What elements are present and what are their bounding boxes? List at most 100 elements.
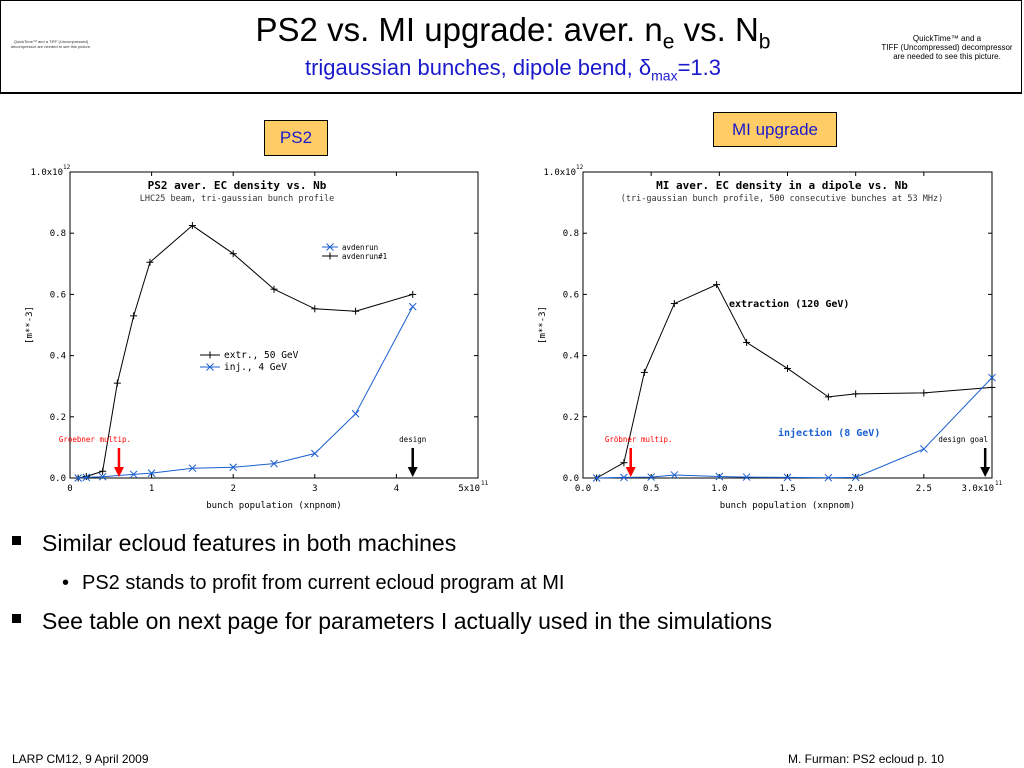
series-line-black	[596, 283, 993, 479]
series-line-black	[78, 224, 413, 479]
design-arrow-head	[407, 467, 418, 477]
cross-marker	[351, 409, 360, 418]
series-label: extraction (120 GeV)	[729, 298, 849, 310]
chart-title: MI aver. EC density in a dipole vs. Nb	[656, 179, 908, 192]
x-tick-label: 2	[230, 484, 235, 494]
legend-label: inj., 4 GeV	[224, 362, 287, 373]
y-axis-label: [m**-3]	[538, 306, 548, 344]
cross-marker	[851, 473, 860, 482]
plus-marker	[270, 285, 278, 293]
plus-marker	[82, 472, 90, 480]
y-tick-label: 0.4	[50, 352, 66, 362]
y-tick-label: 0.2	[50, 413, 66, 423]
plus-marker	[229, 250, 237, 258]
plus-marker	[311, 305, 319, 313]
y-tick-exponent: 12	[63, 164, 71, 171]
cross-marker	[147, 469, 156, 477]
cross-marker	[188, 464, 197, 473]
y-tick-label: 0.0	[563, 474, 579, 484]
y-axis-label: [m**-3]	[25, 306, 35, 344]
slide-title: PS2 vs. MI upgrade: aver. ne vs. Nb	[255, 11, 771, 54]
bullet-item: See table on next page for parameters I …	[12, 608, 772, 635]
legend-label: extr., 50 GeV	[224, 350, 299, 361]
series-label: injection (8 GeV)	[778, 427, 880, 439]
x-tick-label: 5x10	[458, 484, 480, 494]
y-tick-exponent: 12	[576, 164, 584, 171]
y-tick-label: 0.8	[50, 229, 66, 239]
design-arrow-head	[980, 467, 991, 477]
mi-upgrade-label: MI upgrade	[713, 112, 837, 147]
cross-marker	[988, 373, 996, 382]
cross-marker	[919, 445, 928, 453]
cross-marker	[647, 473, 656, 481]
cross-marker	[620, 473, 628, 482]
plus-marker	[188, 222, 196, 230]
cross-marker	[310, 449, 319, 458]
footer-right: M. Furman: PS2 ecloud p. 10	[788, 752, 945, 766]
plus-marker	[113, 379, 121, 387]
x-tick-label: 2.5	[916, 484, 932, 494]
plus-marker	[784, 364, 791, 372]
series-line-blue	[78, 306, 414, 479]
x-tick-label: 0	[67, 484, 72, 494]
legend-label: avdenrun#1	[342, 252, 387, 261]
cross-marker	[742, 473, 751, 481]
plus-marker	[99, 467, 107, 475]
cross-marker	[98, 472, 107, 481]
chart-subtitle: LHC25 beam, tri-gaussian bunch profile	[140, 194, 334, 204]
x-axis-label: bunch population (xnpnom)	[720, 501, 855, 511]
plot-frame	[69, 171, 479, 479]
x-tick-label: 3.0x10	[961, 484, 994, 494]
sub-bullet-item: • PS2 stands to profit from current eclo…	[62, 572, 565, 594]
plus-marker	[670, 300, 678, 308]
x-tick-label: 3	[312, 484, 317, 494]
ps2-label: PS2	[264, 120, 328, 156]
annotation-label: Groebner multip.	[59, 435, 131, 444]
y-tick-label: 0.2	[563, 413, 579, 423]
slide-header: QuickTime™ and a TIFF (Uncompressed) dec…	[0, 0, 1022, 94]
plus-marker	[640, 368, 648, 376]
ps2-chart: 0 1 2 3 4 5x10110.00.20.40.60.81.0x1012bunch …	[25, 164, 489, 511]
plus-marker	[206, 351, 214, 359]
cross-marker	[408, 302, 417, 311]
cross-marker	[74, 474, 83, 482]
plus-marker	[852, 390, 860, 398]
plus-marker	[988, 383, 996, 391]
cross-marker	[824, 473, 833, 482]
x-tick-label: 0.0	[575, 484, 591, 494]
plus-marker	[920, 389, 928, 397]
x-tick-label: 1.0	[711, 484, 727, 494]
cross-marker	[229, 463, 238, 472]
cross-marker	[270, 459, 278, 468]
chart-title: PS2 aver. EC density vs. Nb	[148, 179, 327, 192]
multipacting-arrow-head	[625, 467, 636, 477]
x-tick-label: 1.5	[779, 484, 795, 494]
cross-marker	[592, 474, 601, 482]
cross-marker	[715, 472, 724, 481]
x-tick-label: 4	[394, 484, 399, 494]
y-tick-label: 1.0x10	[543, 168, 576, 178]
square-bullet-icon	[12, 614, 21, 623]
square-bullet-icon	[12, 536, 21, 545]
plus-marker	[743, 338, 751, 346]
bullet-item: Similar ecloud features in both machines	[12, 530, 456, 557]
x-tick-label: 0.5	[643, 484, 659, 494]
plus-marker	[146, 258, 154, 266]
x-tick-label: 1	[149, 484, 154, 494]
cross-marker	[206, 363, 214, 371]
footer-left: LARP CM12, 9 April 2009	[12, 752, 149, 766]
annotation-label: Gröbner multip.	[605, 435, 673, 444]
y-tick-label: 0.6	[563, 290, 579, 300]
chart-subtitle: (tri-gaussian bunch profile, 500 consecu…	[621, 194, 943, 204]
quicktime-placeholder: QuickTime™ and a TIFF (Uncompressed) dec…	[881, 34, 1013, 61]
x-tick-exponent: 11	[481, 480, 489, 487]
dot-bullet-icon: •	[62, 572, 70, 594]
legend-label: avdenrun	[342, 243, 378, 252]
cross-marker	[82, 473, 91, 482]
cross-marker	[783, 473, 792, 482]
x-tick-label: 2.0	[848, 484, 864, 494]
x-tick-exponent: 11	[995, 480, 1003, 487]
plus-marker	[326, 252, 334, 260]
cross-marker	[326, 243, 334, 251]
